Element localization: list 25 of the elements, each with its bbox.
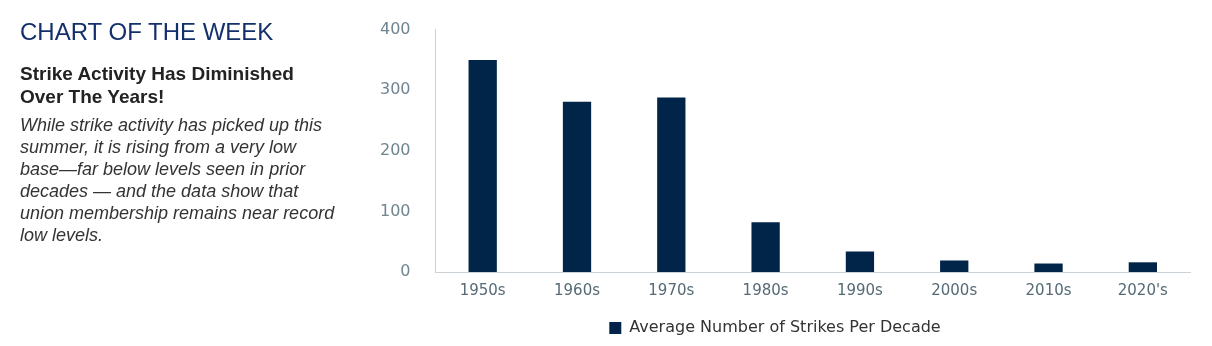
y-tick-label: 200	[379, 139, 411, 159]
bar	[845, 251, 875, 272]
y-tick-label: 100	[379, 200, 411, 220]
x-tick-label: 1960s	[554, 280, 601, 299]
bar	[562, 101, 592, 272]
text: While strike activity has picked up this summer, it is rising from a very low base—far below levels seen in prior decades — and the data show that union membership remains near record low levels.	[20, 114, 336, 246]
bar	[940, 260, 969, 272]
x-tick-label: 1980s	[742, 280, 789, 299]
bar	[468, 59, 497, 272]
y-tick-label: 300	[379, 79, 411, 99]
x-tick-label: 1990s	[836, 280, 884, 299]
bar	[1128, 262, 1157, 272]
text: Strike Activity Has Diminished Over The Years!	[20, 62, 295, 108]
x-tick-label: 2010s	[1025, 280, 1072, 299]
x-tick-label: 1950s	[459, 280, 506, 299]
bar	[751, 222, 780, 272]
y-tick-label: 400	[379, 18, 411, 38]
y-tick-label: 0	[400, 261, 411, 281]
bar	[1034, 263, 1063, 272]
legend-label: Average Number of Strikes Per Decade	[629, 317, 941, 337]
x-tick-label: 1970s	[648, 280, 695, 299]
x-tick-label: 2000s	[931, 280, 978, 299]
x-tick-label: 2020's	[1117, 280, 1169, 299]
bar	[657, 97, 686, 272]
text: CHART OF THE WEEK	[20, 18, 275, 46]
